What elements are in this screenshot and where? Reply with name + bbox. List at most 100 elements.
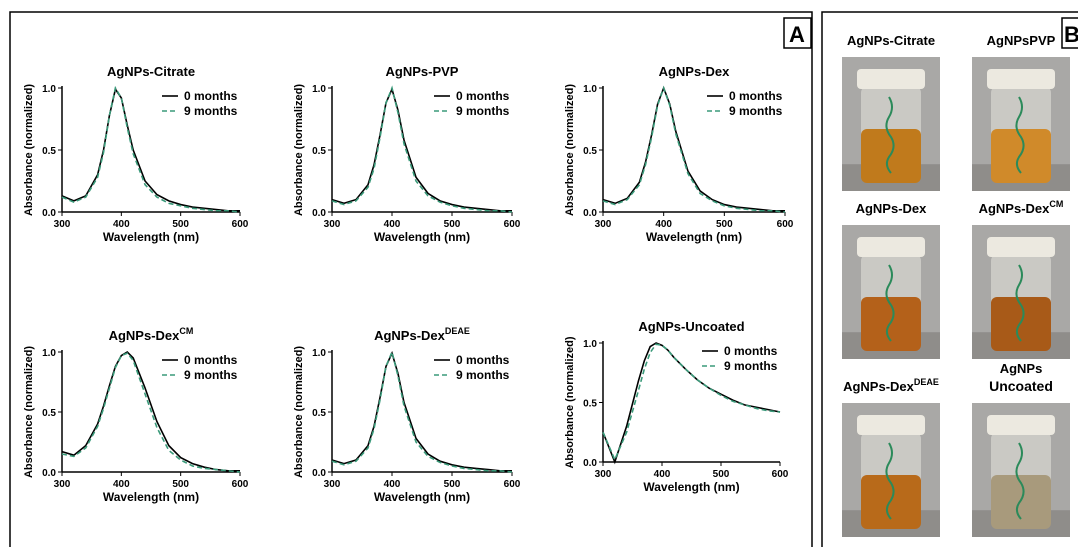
vial-cap xyxy=(987,237,1055,257)
vial-marker xyxy=(885,264,895,342)
vial-cap xyxy=(987,415,1055,435)
panel-a-label-box xyxy=(783,17,812,49)
legend-label: 9 months xyxy=(184,104,238,118)
legend-label: 0 months xyxy=(456,353,510,367)
y-tick-label: 0.5 xyxy=(312,408,326,419)
x-tick-label: 500 xyxy=(444,219,461,230)
vial-liquid xyxy=(861,475,921,529)
x-tick-label: 600 xyxy=(772,469,789,480)
vial-liquid xyxy=(861,297,921,351)
chart-title-text: AgNPs-Dex xyxy=(109,328,181,343)
vial-marker xyxy=(885,96,895,174)
panel-b-frame xyxy=(821,11,1078,552)
legend-label: 9 months xyxy=(456,104,510,118)
vial-marker xyxy=(1015,264,1025,342)
panel-a-label: A xyxy=(789,22,805,47)
y-tick-label: 0.0 xyxy=(583,208,597,219)
x-tick-label: 500 xyxy=(713,469,730,480)
y-axis-label: Absorbance (normalized) xyxy=(564,84,576,216)
photo-label: AgNPs-DexDEAE xyxy=(843,377,939,394)
x-tick-label: 500 xyxy=(716,219,733,230)
chart-title: AgNPs-Dex xyxy=(659,64,731,79)
y-tick-label: 0.5 xyxy=(583,146,597,157)
chart-title-superscript: DEAE xyxy=(445,326,470,336)
x-axis-label: Wavelength (nm) xyxy=(374,230,470,244)
chart-title: AgNPs-PVP xyxy=(386,64,459,79)
y-tick-label: 1.0 xyxy=(42,84,56,95)
vial-cap xyxy=(857,415,925,435)
x-tick-label: 400 xyxy=(654,469,671,480)
chart-title-text: AgNPs-Citrate xyxy=(107,64,195,79)
vial-cap xyxy=(857,237,925,257)
photo-label: AgNPsPVP xyxy=(987,33,1056,48)
x-tick-label: 400 xyxy=(384,219,401,230)
y-axis-label: Absorbance (normalized) xyxy=(564,336,576,468)
y-tick-label: 0.0 xyxy=(312,208,326,219)
x-tick-label: 600 xyxy=(504,479,521,490)
vial-liquid xyxy=(861,129,921,183)
x-tick-label: 400 xyxy=(384,479,401,490)
data-line xyxy=(602,85,785,212)
y-tick-label: 1.0 xyxy=(312,84,326,95)
chart-title-text: AgNPs-Dex xyxy=(659,64,731,79)
y-axis-label: Absorbance (normalized) xyxy=(23,346,35,478)
vial-cap xyxy=(857,69,925,89)
x-axis-label: Wavelength (nm) xyxy=(103,230,199,244)
x-tick-label: 500 xyxy=(172,479,189,490)
x-tick-label: 400 xyxy=(113,479,130,490)
chart-title-text: AgNPs-PVP xyxy=(386,64,459,79)
data-line xyxy=(602,342,781,465)
x-tick-label: 300 xyxy=(54,219,71,230)
legend-label: 0 months xyxy=(184,353,238,367)
x-tick-label: 300 xyxy=(324,479,341,490)
x-tick-label: 300 xyxy=(595,469,612,480)
photo-label: AgNPs-Citrate xyxy=(847,33,935,48)
chart-title: AgNPs-DexCM xyxy=(109,326,194,343)
photo-label-text: AgNPs-Citrate xyxy=(847,33,935,48)
vial-cap xyxy=(987,69,1055,89)
legend-label: 9 months xyxy=(184,368,238,382)
photo-label-text: AgNPs xyxy=(1000,361,1043,376)
y-tick-label: 0.0 xyxy=(583,458,597,469)
photo-label: AgNPs-DexCM xyxy=(979,199,1064,216)
x-tick-label: 300 xyxy=(595,219,612,230)
photo-label-text: AgNPs-Dex xyxy=(843,379,915,394)
data-line xyxy=(331,349,513,473)
y-tick-label: 1.0 xyxy=(583,339,597,350)
y-axis-label: Absorbance (normalized) xyxy=(293,84,305,216)
x-tick-label: 600 xyxy=(232,479,249,490)
x-axis-label: Wavelength (nm) xyxy=(374,490,470,504)
y-tick-label: 0.5 xyxy=(42,146,56,157)
x-axis-label: Wavelength (nm) xyxy=(643,480,739,494)
y-tick-label: 0.0 xyxy=(42,208,56,219)
legend-label: 0 months xyxy=(724,344,778,358)
vial-liquid xyxy=(991,297,1051,351)
data-line xyxy=(61,85,241,213)
data-line xyxy=(331,86,512,212)
legend-label: 9 months xyxy=(724,359,778,373)
y-tick-label: 1.0 xyxy=(42,348,56,359)
chart-title-superscript: CM xyxy=(179,326,193,336)
y-tick-label: 1.0 xyxy=(312,348,326,359)
x-tick-label: 300 xyxy=(324,219,341,230)
photo-label-text: AgNPs-Dex xyxy=(979,201,1051,216)
y-tick-label: 0.5 xyxy=(312,146,326,157)
vial-marker xyxy=(1015,96,1025,174)
x-tick-label: 300 xyxy=(54,479,71,490)
legend-label: 0 months xyxy=(184,89,238,103)
y-tick-label: 0.0 xyxy=(42,468,56,479)
x-axis-label: Wavelength (nm) xyxy=(103,490,199,504)
y-tick-label: 0.5 xyxy=(583,399,597,410)
photo-label-superscript: CM xyxy=(1049,199,1063,209)
data-line xyxy=(602,85,786,213)
vial-liquid xyxy=(991,129,1051,183)
photo-label: AgNPs xyxy=(1000,361,1043,376)
y-axis-label: Absorbance (normalized) xyxy=(23,84,35,216)
chart-title: AgNPs-Citrate xyxy=(107,64,195,79)
x-tick-label: 600 xyxy=(504,219,521,230)
photo-label-text: AgNPsPVP xyxy=(987,33,1056,48)
vial-marker xyxy=(1015,442,1025,520)
photo-label-superscript: DEAE xyxy=(914,377,939,387)
data-line xyxy=(331,85,513,213)
y-tick-label: 0.5 xyxy=(42,408,56,419)
